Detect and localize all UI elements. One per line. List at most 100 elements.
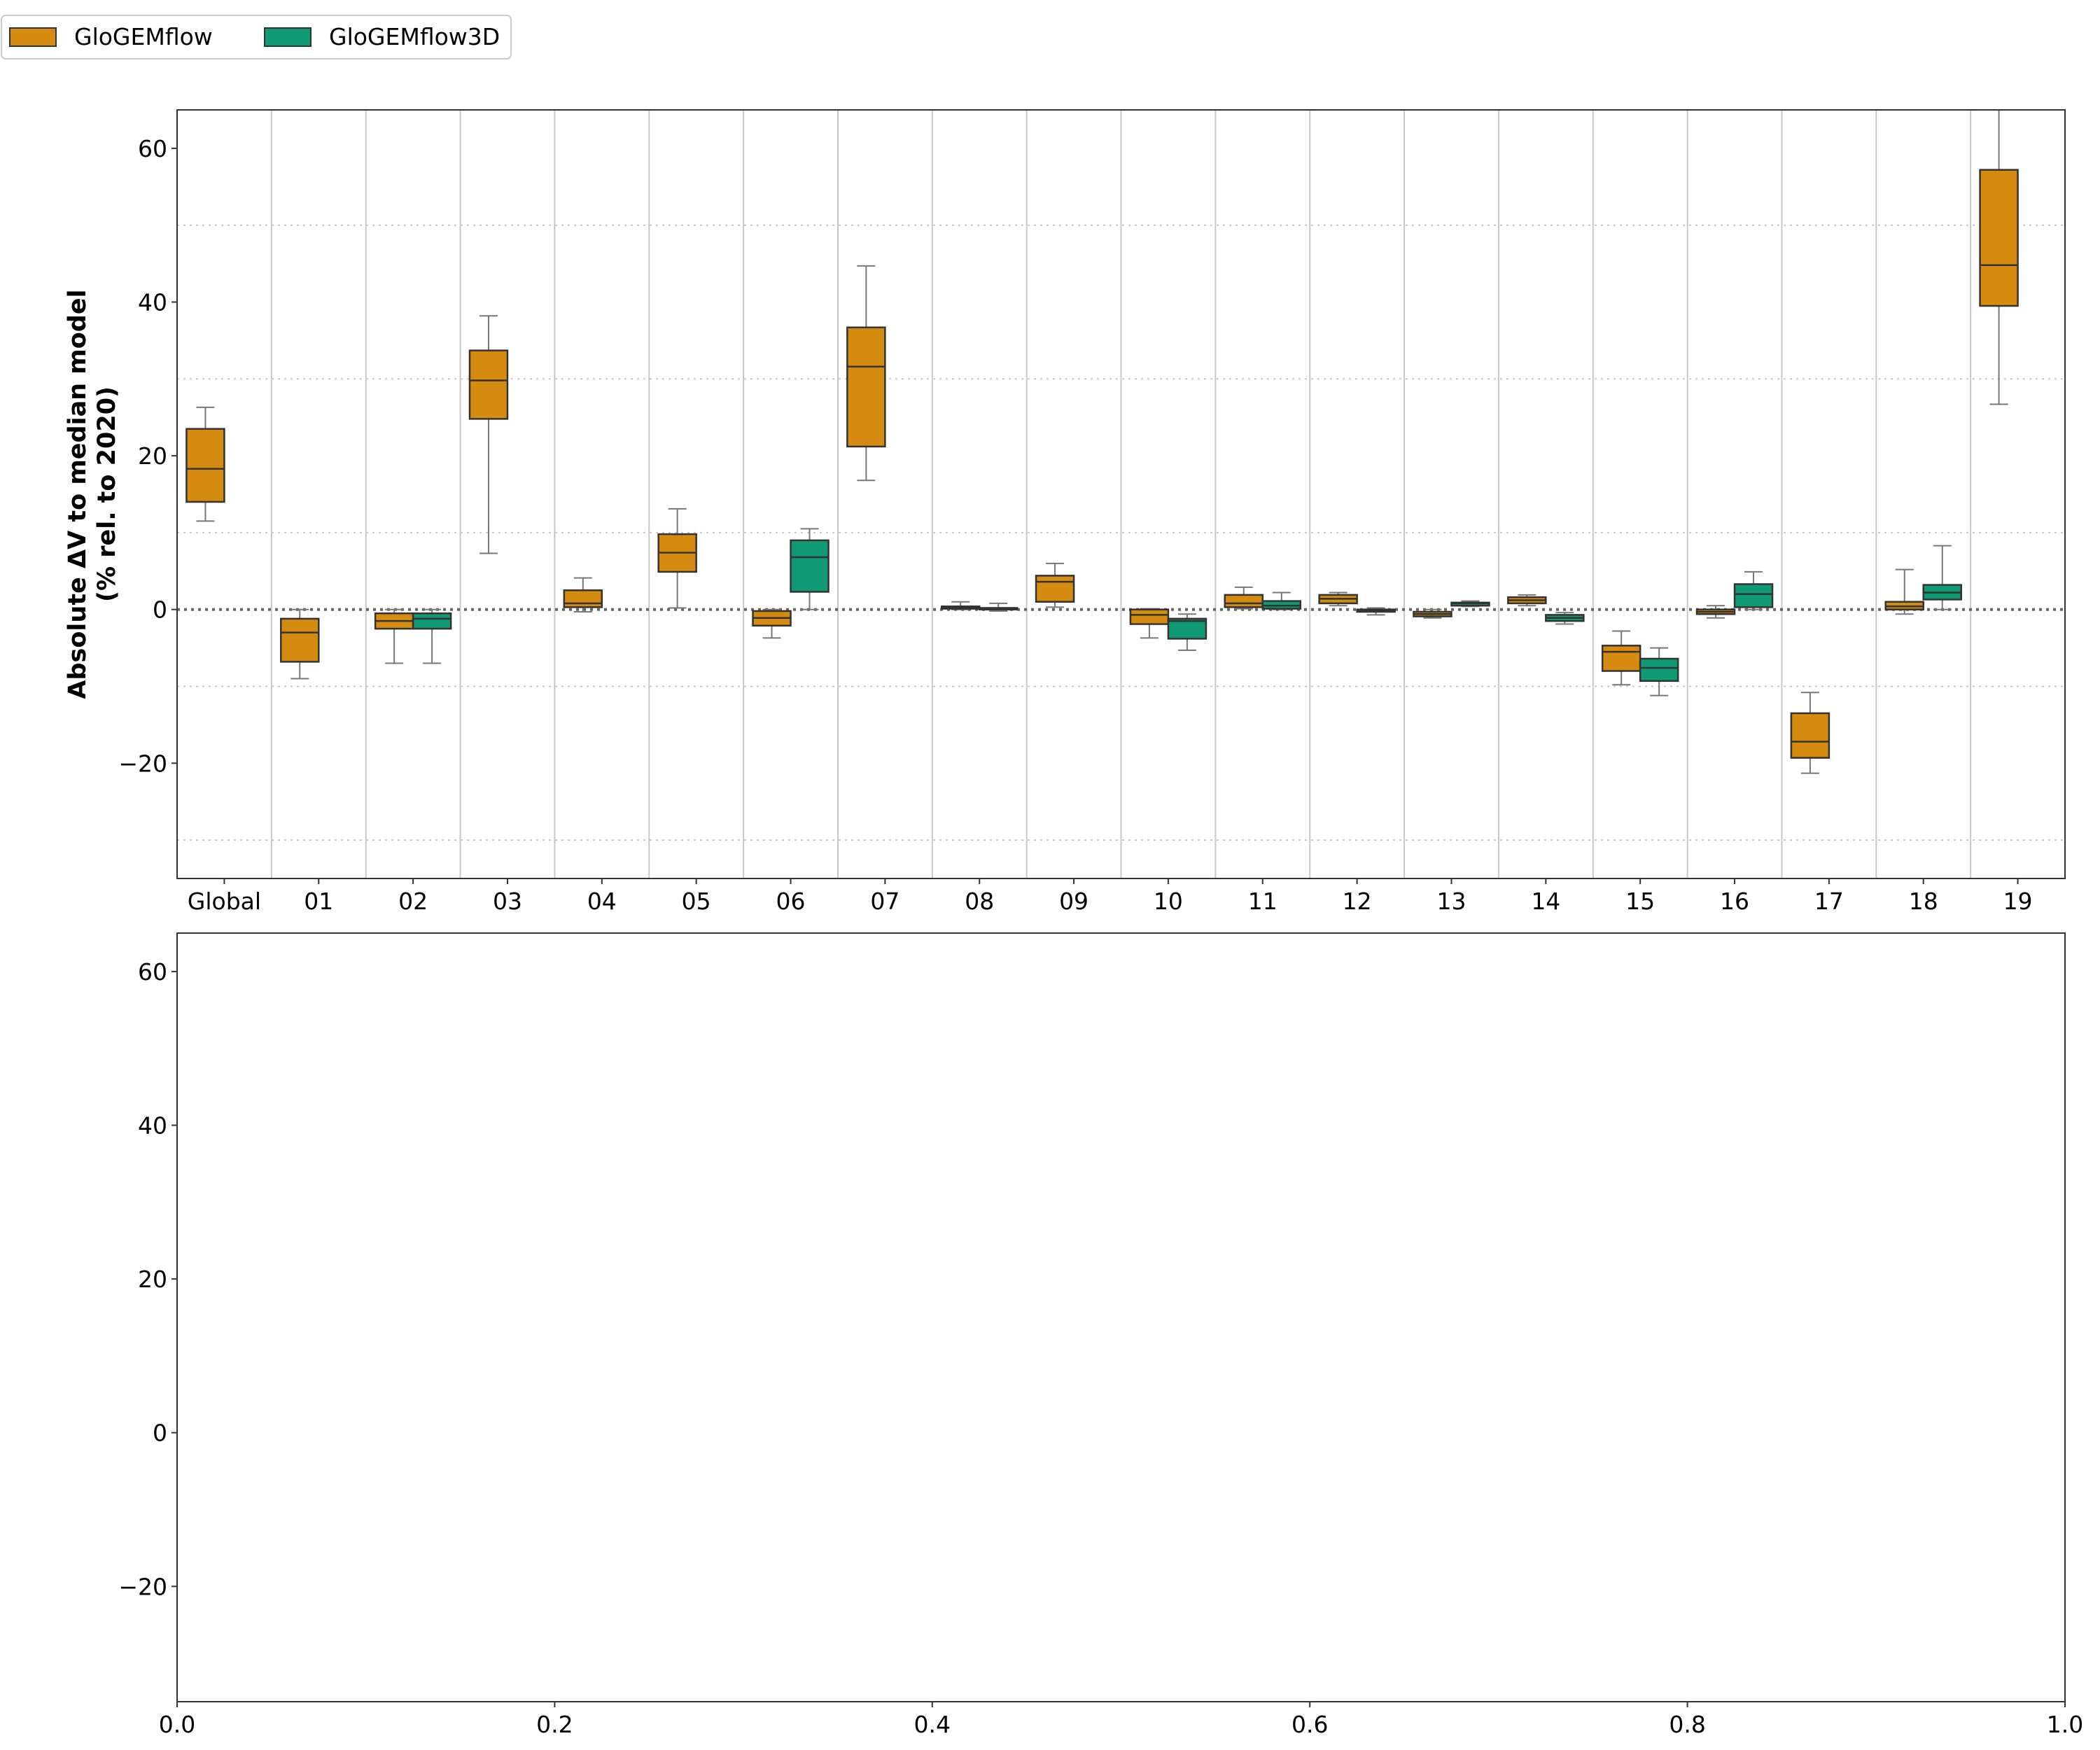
y-tick-label: 0 [153,1420,167,1447]
box-glogemflow3d-16 [1733,570,1774,610]
x-tick-label: 08 [965,888,994,915]
y-axis-label-line1: Absolute ΔV to median model [64,289,92,699]
y-axis-label-line2: (% rel. to 2020) [93,386,121,602]
box-glogemflow-10 [1129,608,1170,639]
bottom-axes-frame [176,932,2066,1702]
box-body [1167,617,1208,640]
box-glogemflow-03 [468,315,509,554]
x-tick-label: 16 [1720,888,1749,915]
y-tick-label: 0 [153,596,167,624]
box-glogemflow-05 [657,507,697,609]
x-tick-label: 0.8 [1669,1711,1705,1738]
legend: GloGEMflow GloGEMflow3D [1,15,512,59]
bottom-empty-panel: −20 0 20 40 60 0.0 0.2 0.4 0.6 0.8 1.0 [118,932,2083,1738]
x-tick-label: 1.0 [2047,1711,2083,1738]
box-glogemflow-16 [1695,605,1736,619]
x-tick-label: 06 [776,888,806,915]
box-glogemflow3d-15 [1639,647,1679,696]
legend-label-glogemflow3d: GloGEMflow3D [329,23,500,50]
top-axes-frame [176,109,2066,879]
x-tick-label: 0.2 [536,1711,573,1738]
x-tick-label: 04 [587,888,617,915]
box-glogemflow-global [186,406,225,522]
x-tick-label: 05 [682,888,711,915]
top-y-ticks: −20 0 20 40 60 [118,135,177,777]
box-body [1639,657,1679,682]
x-tick-label: 18 [1909,888,1938,915]
box-glogemflow-17 [1790,692,1830,774]
box-body [468,349,509,420]
box-glogemflow-18 [1884,568,1924,615]
box-glogemflow-11 [1224,586,1264,610]
x-tick-label: 10 [1154,888,1183,915]
box-body [1979,169,2019,307]
x-tick-label: 03 [493,888,522,915]
legend-label-glogemflow: GloGEMflow [74,23,213,50]
box-glogemflow3d-06 [790,528,830,610]
y-tick-label: −20 [118,750,167,777]
x-tick-label: 11 [1248,888,1278,915]
x-tick-label: Global [188,888,261,915]
legend-swatch-glogemflow [9,27,57,47]
box-body [1224,594,1264,608]
y-tick-label: 20 [138,1266,167,1293]
box-body [1733,583,1774,608]
x-tick-label: 14 [1531,888,1560,915]
box-glogemflow3d-12 [1356,607,1396,616]
box-body [1790,712,1830,759]
box-glogemflow-07 [846,265,886,482]
box-glogemflow3d-02 [412,608,452,664]
box-body [280,617,320,663]
box-glogemflow3d-18 [1922,545,1962,610]
box-glogemflow3d-13 [1450,600,1490,608]
x-tick-label: 15 [1625,888,1655,915]
box-body [1035,575,1075,603]
top-grid [177,110,2065,878]
box-glogemflow-15 [1601,630,1642,686]
top-boxes [186,109,2019,774]
box-body [412,612,452,630]
box-glogemflow-13 [1413,608,1452,619]
legend-swatch-glogemflow3d [264,27,312,47]
box-glogemflow-12 [1318,592,1358,607]
y-tick-label: −20 [118,1573,167,1600]
x-tick-label: 0.0 [159,1711,195,1738]
x-tick-label: 12 [1343,888,1372,915]
box-glogemflow-14 [1507,594,1547,607]
box-glogemflow3d-11 [1261,592,1302,610]
box-body [1601,645,1642,672]
top-x-ticks: Global 01 02 03 04 05 06 07 08 09 10 11 12 13 14 15 16 17… [188,878,2033,915]
x-tick-label: 01 [304,888,333,915]
box-glogemflow-02 [374,608,414,664]
x-tick-label: 0.4 [914,1711,951,1738]
y-tick-label: 40 [138,289,167,316]
box-body [790,539,830,593]
x-tick-label: 07 [870,888,899,915]
y-tick-label: 60 [138,135,167,162]
top-boxplot-panel: −20 0 20 40 60 Global 01 02 03 04 05 06 07 08 09 10 11 1… [64,109,2066,915]
box-glogemflow-08 [940,601,981,610]
box-glogemflow-01 [280,608,320,680]
x-tick-label: 13 [1436,888,1466,915]
bottom-y-ticks: −20 0 20 40 60 [118,958,177,1600]
box-glogemflow-09 [1035,562,1075,608]
box-glogemflow3d-08 [978,602,1018,612]
box-body [1129,608,1170,625]
bottom-x-ticks: 0.0 0.2 0.4 0.6 0.8 1.0 [159,1702,2083,1738]
box-glogemflow3d-14 [1545,612,1585,625]
x-tick-label: 0.6 [1292,1711,1328,1738]
box-glogemflow-06 [752,608,792,639]
box-body [563,589,603,608]
x-tick-label: 17 [1814,888,1844,915]
box-glogemflow-19 [1979,109,2019,405]
x-tick-label: 02 [398,888,428,915]
box-glogemflow-04 [563,577,603,612]
y-tick-label: 60 [138,958,167,986]
box-body [186,428,225,503]
box-body [846,326,886,448]
y-tick-label: 40 [138,1112,167,1140]
x-tick-label: 19 [2003,888,2033,915]
box-glogemflow3d-10 [1167,613,1208,651]
legend-frame [1,15,512,59]
